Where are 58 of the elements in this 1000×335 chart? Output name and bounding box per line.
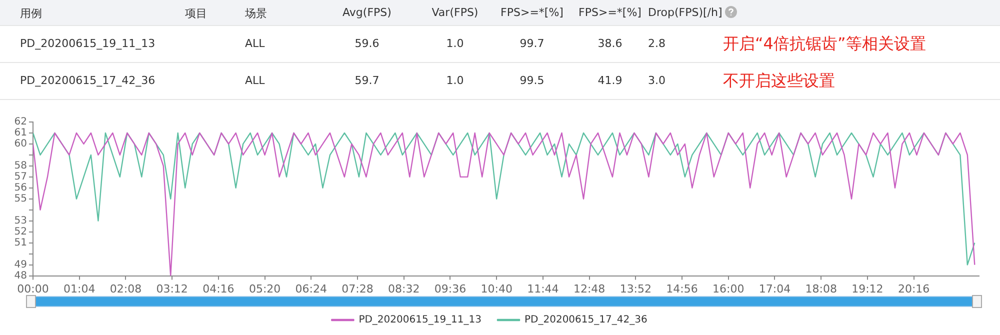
category-label: FPS>=*[%] <box>500 6 564 19</box>
y-tick-label: 53 <box>14 215 27 226</box>
category-label: 项目 <box>185 6 207 21</box>
y-tick-label: 57 <box>14 172 27 183</box>
text: 38.6 <box>598 37 622 50</box>
y-tick-label: 58 <box>14 160 27 172</box>
x-tick-label: 00:00 <box>17 282 49 296</box>
x-tick-label: 07:28 <box>342 282 374 296</box>
text: 41.9 <box>598 74 622 87</box>
x-tick-label: 14:56 <box>666 282 698 296</box>
x-tick-label: 03:12 <box>156 282 188 296</box>
y-tick-label: 51 <box>14 237 27 248</box>
text: PD_20200615_19_11_13 <box>20 37 156 50</box>
text: 59.7 <box>354 74 380 87</box>
x-tick-label: 12:48 <box>573 282 606 296</box>
text: 1.0 <box>446 74 464 87</box>
y-tick-label: 62 <box>14 116 27 128</box>
text: 1.0 <box>446 37 464 50</box>
x-tick-label: 18:08 <box>805 282 837 296</box>
text: 99.5 <box>520 74 544 87</box>
y-tick-label: 52 <box>14 226 27 238</box>
text: ALL <box>245 74 265 87</box>
category-label: Var(FPS) <box>432 6 478 19</box>
category-label: FPS>=*[%] <box>578 6 642 19</box>
text: 开启“4倍抗锯齿”等相关设置 <box>723 34 926 53</box>
y-tick-label: 61 <box>14 128 27 139</box>
x-tick-label: 06:24 <box>295 282 327 296</box>
category-label: Avg(FPS) <box>342 6 392 19</box>
category-label: 场景 <box>245 6 267 21</box>
text: ALL <box>245 37 265 50</box>
category-label: Drop(FPS)[/h] <box>648 6 722 19</box>
x-tick-label: 01:04 <box>64 282 96 296</box>
y-tick-label: 55 <box>14 193 27 204</box>
y-tick-label: 60 <box>14 138 27 150</box>
text: 3.0 <box>648 74 666 87</box>
category-label: 用例 <box>20 6 42 21</box>
x-tick-label: 16:00 <box>712 282 744 296</box>
x-tick-label: 08:32 <box>388 282 420 296</box>
x-tick-label: 19:12 <box>852 282 884 296</box>
text: 不开启这些设置 <box>723 71 835 90</box>
x-tick-label: 13:52 <box>620 282 652 296</box>
y-tick-label: 49 <box>14 259 27 270</box>
x-tick-label: 11:44 <box>527 282 559 296</box>
x-tick-label: 02:08 <box>110 282 142 296</box>
x-tick-label: 05:20 <box>248 282 281 296</box>
text: 2.8 <box>648 37 666 50</box>
x-tick-label: 09:36 <box>434 282 466 296</box>
y-tick-label: 48 <box>14 270 27 282</box>
x-tick-label: 20:16 <box>898 282 930 296</box>
x-tick-label: 04:16 <box>202 282 234 296</box>
text: 59.6 <box>354 37 380 50</box>
text: 99.7 <box>520 37 544 50</box>
x-tick-label: 10:40 <box>480 282 512 296</box>
legend-label: PD_20200615_17_42_36 <box>524 314 648 326</box>
y-tick-label: 56 <box>14 182 27 194</box>
x-tick-label: 17:04 <box>758 282 791 296</box>
text: PD_20200615_17_42_36 <box>20 74 156 87</box>
legend-label: PD_20200615_19_11_13 <box>358 314 482 326</box>
